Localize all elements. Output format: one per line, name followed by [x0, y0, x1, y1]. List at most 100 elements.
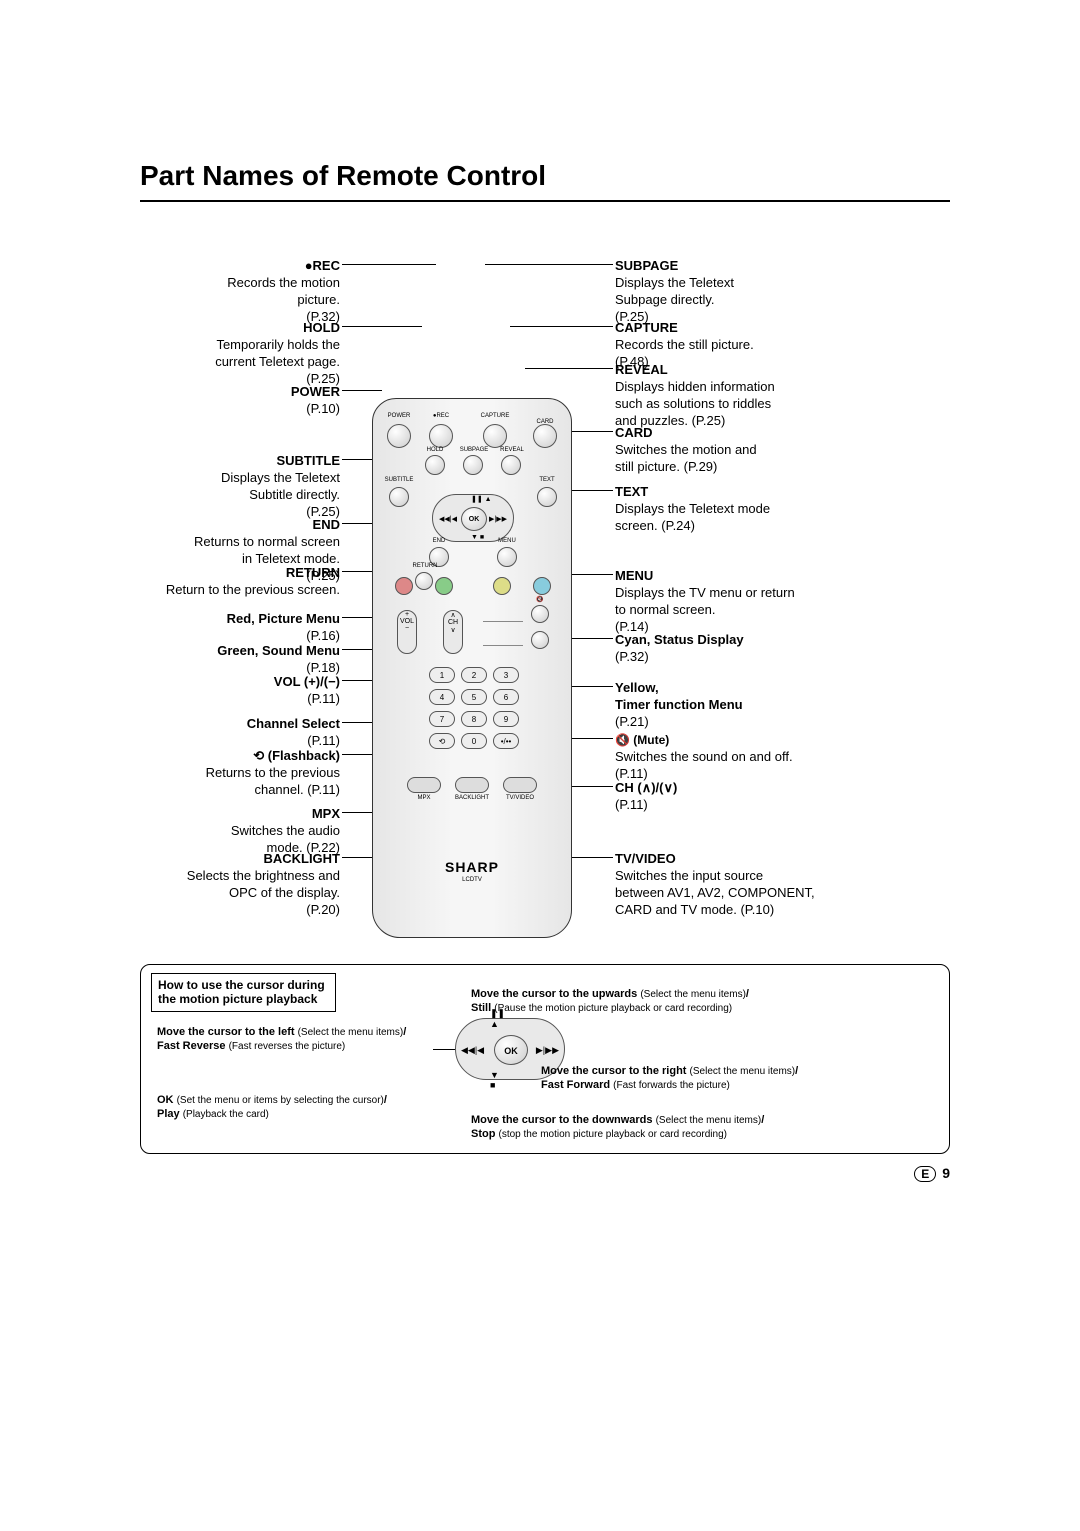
label-tvvideo: TV/VIDEO Switches the input source betwe… [615, 851, 895, 919]
capture-button[interactable] [483, 424, 507, 448]
right-arrow-icon[interactable]: ▶|▶▶ [489, 515, 507, 523]
numkey-9[interactable]: 9 [493, 711, 519, 727]
numpad: 123 456 789 ⟲ 0 •/•• [419, 664, 529, 752]
label-flashback: ⟲ (Flashback) Returns to the previous ch… [140, 748, 340, 799]
leader [433, 1049, 455, 1050]
label-subpage: SUBPAGE Displays the Teletext Subpage di… [615, 258, 875, 326]
reveal-button[interactable] [501, 455, 521, 475]
divider [483, 621, 523, 622]
brand-logo: SHARP [373, 859, 571, 875]
return-button[interactable] [415, 572, 433, 590]
remote-lbl: END [421, 538, 457, 544]
remote-lbl: HOLD [417, 447, 453, 453]
divider [483, 645, 523, 646]
rec-button[interactable] [429, 424, 453, 448]
label-red: Red, Picture Menu (P.16) [140, 611, 340, 645]
cursor-down-text: Move the cursor to the downwards (Select… [471, 1113, 941, 1142]
remote-body: POWER ●REC CAPTURE CARD HOLD SUBPAGE REV… [372, 398, 572, 938]
stop-icon: ▼■ [490, 1070, 499, 1090]
leader [485, 264, 613, 265]
label-reveal: REVEAL Displays hidden information such … [615, 362, 875, 430]
leader [568, 431, 613, 432]
numkey-8[interactable]: 8 [461, 711, 487, 727]
label-ch: CH (∧)/(∨) (P.11) [615, 780, 875, 814]
numkey-0[interactable]: 0 [461, 733, 487, 749]
ch-rocker[interactable]: ∧CH∨ [443, 610, 463, 654]
label-mute: 🔇 (Mute) Switches the sound on and off. … [615, 732, 875, 783]
green-button[interactable] [435, 577, 453, 595]
subpage-button[interactable] [463, 455, 483, 475]
label-return: RETURN Return to the previous screen. [100, 565, 340, 599]
label-subtitle: SUBTITLE Displays the Teletext Subtitle … [140, 453, 340, 521]
numkey-6[interactable]: 6 [493, 689, 519, 705]
label-mpx: MPX Switches the audio mode. (P.22) [140, 806, 340, 857]
cyan-button[interactable] [533, 577, 551, 595]
title-rule [140, 200, 950, 202]
numkey-1[interactable]: 1 [429, 667, 455, 683]
numkey-2[interactable]: 2 [461, 667, 487, 683]
remote-lbl: RETURN [403, 563, 447, 569]
hold-button[interactable] [425, 455, 445, 475]
label-hold: HOLD Temporarily holds the current Telet… [140, 320, 340, 388]
cursor-ok-text: OK (Set the menu or items by selecting t… [157, 1093, 447, 1122]
label-yellow: Yellow, Timer function Menu (P.21) [615, 680, 875, 731]
label-menu: MENU Displays the TV menu or return to n… [615, 568, 875, 636]
backlight-button[interactable] [455, 777, 489, 793]
leader [342, 264, 436, 265]
cursor-title: How to use the cursor during the motion … [151, 973, 336, 1012]
leader [568, 490, 613, 491]
remote-lbl: POWER [381, 413, 417, 419]
label-vol: VOL (+)/(−) (P.11) [140, 674, 340, 708]
cursor-left-text: Move the cursor to the left (Select the … [157, 1025, 447, 1054]
page-number: E9 [914, 1165, 950, 1182]
numkey-7[interactable]: 7 [429, 711, 455, 727]
cursor-ok-button: OK [494, 1035, 528, 1065]
label-rec: ●REC Records the motion picture. (P.32) [140, 258, 340, 326]
power-button[interactable] [387, 424, 411, 448]
down-arrow-icon[interactable]: ▼ ■ [471, 534, 484, 541]
yellow-button[interactable] [493, 577, 511, 595]
remote-lbl: CAPTURE [473, 413, 517, 419]
label-backlight: BACKLIGHT Selects the brightness and OPC… [100, 851, 340, 919]
flashback-key[interactable]: ⟲ [429, 733, 455, 749]
page-title: Part Names of Remote Control [140, 160, 546, 192]
numkey-5[interactable]: 5 [461, 689, 487, 705]
label-text: TEXT Displays the Teletext mode screen. … [615, 484, 875, 535]
label-cyan: Cyan, Status Display (P.32) [615, 632, 875, 666]
digit-key[interactable]: •/•• [493, 733, 519, 749]
ok-pad[interactable]: OK ◀◀|◀ ▶|▶▶ ❚❚ ▲ ▼ ■ [432, 494, 514, 542]
numkey-4[interactable]: 4 [429, 689, 455, 705]
text-button[interactable] [537, 487, 557, 507]
cursor-instructions-box: How to use the cursor during the motion … [140, 964, 950, 1154]
cursor-up-text: Move the cursor to the upwards (Select t… [471, 987, 941, 1016]
brand-sub: LCDTV [373, 877, 571, 883]
remote-lbl: BACKLIGHT [447, 795, 497, 801]
card-button[interactable] [533, 424, 557, 448]
remote-lbl: REVEAL [493, 447, 531, 453]
tvvideo-button[interactable] [503, 777, 537, 793]
remote-lbl: SUBTITLE [377, 477, 421, 483]
remote-lbl: SUBPAGE [453, 447, 495, 453]
remote-lbl: MENU [489, 538, 525, 544]
up-arrow-icon[interactable]: ❚❚ ▲ [471, 495, 492, 503]
red-button[interactable] [395, 577, 413, 595]
subtitle-button[interactable] [389, 487, 409, 507]
leader [510, 326, 613, 327]
mpx-button[interactable] [407, 777, 441, 793]
mute-button[interactable] [531, 605, 549, 623]
remote-lbl: CARD [525, 419, 565, 425]
vol-rocker[interactable]: +VOL− [397, 610, 417, 654]
ch-button[interactable] [531, 631, 549, 649]
label-chselect: Channel Select (P.11) [140, 716, 340, 750]
ok-button[interactable]: OK [461, 507, 487, 531]
remote-lbl: MPX [403, 795, 445, 801]
remote-lbl: ●REC [423, 413, 459, 419]
numkey-3[interactable]: 3 [493, 667, 519, 683]
remote-lbl: TV/VIDEO [497, 795, 543, 801]
leader [525, 368, 613, 369]
leader [342, 326, 422, 327]
mute-icon: 🔇 [525, 596, 555, 603]
left-arrow-icon[interactable]: ◀◀|◀ [439, 515, 457, 523]
label-green: Green, Sound Menu (P.18) [140, 643, 340, 677]
menu-button[interactable] [497, 547, 517, 567]
